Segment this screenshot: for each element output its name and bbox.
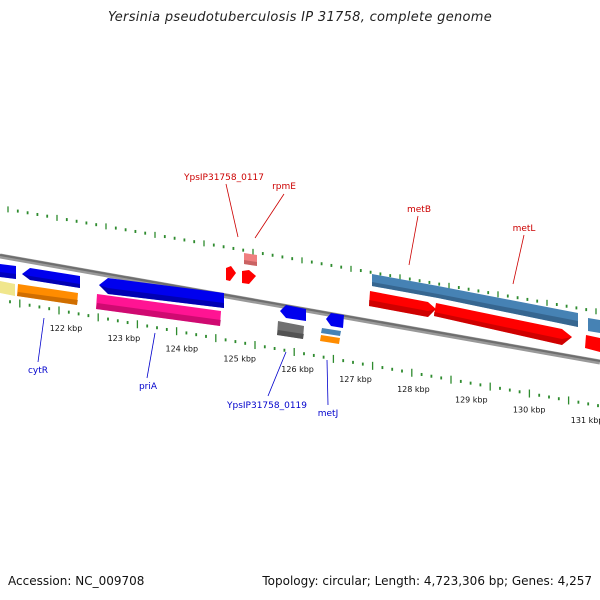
gene-feature-orange-left-shade [17, 292, 78, 305]
callout-priA [146, 332, 156, 379]
accession-text: Accession: NC_009708 [8, 574, 145, 588]
gene-feature-gray-shade [277, 330, 304, 339]
kbp-scale-label: 124 kbp [165, 344, 198, 353]
callout-0117 [225, 183, 239, 238]
gene-feature-priA-shade [99, 285, 224, 308]
gene-feature-metL-steel-shade [438, 294, 578, 327]
gene-feature-metJ [326, 313, 344, 328]
bottom-tick-track [9, 299, 599, 408]
trna-feature-0117-shade [244, 260, 257, 266]
gene-feature-metB-red-shade [369, 300, 436, 317]
kbp-scale-label: 127 kbp [339, 375, 372, 384]
label-metB: metB [407, 205, 431, 215]
gene-feature-0119 [280, 305, 306, 321]
label-rpmE: rpmE [272, 182, 296, 192]
kbp-scale-label: 131 kbp [571, 416, 600, 425]
kbp-scale-labels: 122 kbp 123 kbp 124 kbp 125 kbp 126 kbp 127 k… [50, 324, 600, 425]
gene-feature-cytR-shade [22, 274, 80, 288]
gene-feature-steel-right [588, 318, 600, 333]
forward-strand-features [0, 253, 600, 352]
kbp-scale-label: 129 kbp [455, 395, 488, 404]
label-metL: metL [513, 224, 536, 234]
kbp-scale-label: 126 kbp [281, 365, 314, 374]
reverse-strand-features [0, 268, 344, 344]
gene-feature-metB-steel-shade [372, 282, 438, 298]
callout-rpmE [254, 193, 285, 239]
callout-metJ [326, 359, 329, 406]
callout-0119 [267, 351, 287, 397]
kbp-scale-label: 122 kbp [50, 324, 83, 333]
kbp-scale-label: 128 kbp [397, 385, 430, 394]
gene-feature-metL-red-shade [434, 312, 572, 345]
kbp-scale-label: 130 kbp [513, 406, 546, 415]
gene-feature-red-right [585, 335, 600, 352]
kbp-scale-label: 123 kbp [108, 334, 141, 343]
callout-metB [408, 215, 419, 266]
gene-feature-orange-small [320, 335, 340, 344]
label-0117: YpsIP31758_0117 [183, 173, 264, 183]
gene-feature-khaki-left [0, 281, 15, 296]
label-0119: YpsIP31758_0119 [226, 401, 307, 411]
gene-feature-steel-small [321, 328, 341, 336]
gene-feature-pink-shade [96, 303, 221, 326]
callout-cytR [37, 317, 45, 363]
label-priA: priA [139, 382, 158, 392]
callout-metL [512, 234, 525, 285]
label-cytR: cytR [28, 366, 48, 376]
label-metJ: metJ [318, 409, 339, 419]
gene-feature-rpmE [242, 270, 256, 284]
gene-feature-blue-left-top-shade [0, 272, 16, 279]
top-tick-track [7, 206, 597, 315]
diagram-title: Yersinia pseudotuberculosis IP 31758, co… [107, 10, 493, 25]
gene-feature-0117 [226, 266, 236, 281]
kbp-scale-label: 125 kbp [223, 355, 256, 364]
genome-summary-text: Topology: circular; Length: 4,723,306 bp… [262, 574, 592, 588]
label-callouts [37, 183, 525, 406]
